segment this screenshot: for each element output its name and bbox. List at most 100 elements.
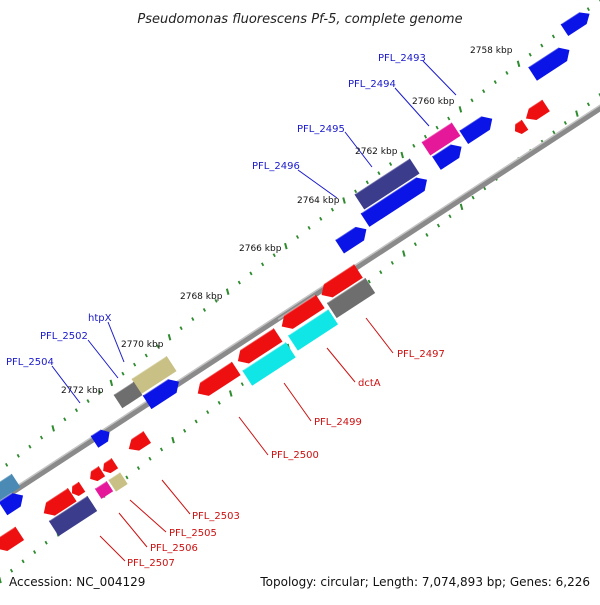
leader-line [422, 60, 457, 96]
lower-scale-tick [379, 270, 383, 275]
lower-scale-tick [33, 550, 37, 554]
upper-scale-tick [272, 253, 276, 258]
lower-scale-tick [240, 382, 244, 387]
upper-scale-tick [551, 34, 556, 39]
leader-line [297, 169, 338, 199]
upper-scale-tick [39, 435, 44, 440]
upper-scale-tick [214, 298, 218, 303]
lower-scale-tick [575, 110, 579, 117]
gene-label-reverse[interactable]: PFL_2506 [150, 543, 198, 554]
gene-box-khaki-shade [108, 472, 120, 481]
gene-arrow-red [128, 431, 152, 451]
gene-arrow-red [43, 488, 77, 516]
lower-scale-tick [21, 559, 25, 564]
gene-arrow-blue [459, 116, 493, 144]
gene-arrow-blue [560, 12, 590, 37]
gene-box-cyan-shade [288, 309, 328, 336]
tick-label: 2768 kbp [180, 292, 223, 302]
gene-label-reverse[interactable]: PFL_2503 [192, 511, 240, 522]
upper-scale-tick [133, 362, 137, 367]
gene-arrow-red [197, 361, 241, 396]
upper-scale-tick [225, 288, 230, 295]
gene-arrow-blue-shade [335, 226, 356, 241]
upper-scale-tick [191, 317, 195, 321]
gene-arrow-red-shade [100, 458, 112, 466]
gene-label-reverse[interactable]: PFL_2500 [271, 450, 319, 461]
gene-box-navy [48, 495, 98, 537]
gene-arrow-red-shade [277, 294, 316, 320]
leader-line [326, 347, 356, 383]
upper-scale-tick [28, 444, 32, 449]
lower-scale-tick [459, 203, 464, 211]
gene-label-forward[interactable]: PFL_2495 [297, 124, 345, 135]
lower-scale-tick [9, 568, 14, 573]
gene-label-reverse[interactable]: PFL_2505 [169, 528, 217, 539]
upper-scale-tick [528, 52, 532, 57]
gene-box-khaki-shade [131, 355, 167, 380]
gene-arrow-red [0, 526, 25, 551]
gene-label-reverse[interactable]: PFL_2499 [314, 417, 362, 428]
gene-label-reverse[interactable]: PFL_2497 [397, 349, 445, 360]
leader-line [107, 321, 125, 363]
leader-line [51, 365, 81, 404]
gene-arrow-red-shade [522, 99, 542, 113]
gene-label-reverse[interactable]: dctA [358, 378, 381, 389]
upper-scale-tick [435, 125, 439, 130]
lower-scale-tick [367, 279, 371, 284]
lower-scale-tick [598, 93, 600, 97]
gene-label-forward[interactable]: PFL_2493 [378, 53, 426, 64]
lower-scale-tick [0, 576, 2, 584]
upper-scale-tick [458, 106, 463, 113]
gene-arrow-red [90, 466, 106, 482]
gene-arrow-red-shade [512, 119, 522, 127]
gene-arrow-red [321, 264, 363, 298]
gene-label-forward[interactable]: PFL_2502 [40, 331, 88, 342]
gene-arrow-red [71, 481, 86, 497]
tick-label: 2766 kbp [239, 244, 282, 254]
leader-line [87, 339, 119, 379]
lower-scale-tick [425, 232, 429, 237]
upper-scale-tick [261, 262, 265, 267]
gene-label-forward[interactable]: PFL_2496 [252, 161, 300, 172]
gene-label-forward[interactable]: PFL_2504 [6, 357, 54, 368]
leader-line [129, 499, 167, 533]
upper-scale-tick [237, 280, 241, 285]
tick-label: 2760 kbp [412, 97, 455, 107]
gene-arrow-red [103, 458, 119, 474]
lower-scale-tick [552, 130, 556, 135]
gene-box-magenta-shade [421, 122, 452, 143]
upper-scale-tick [295, 235, 300, 239]
gene-box-steel [0, 473, 21, 501]
upper-scale-tick [86, 399, 90, 404]
lower-scale-tick [229, 390, 233, 397]
gene-arrow-red [514, 119, 529, 135]
gene-arrow-red [237, 328, 283, 364]
upper-scale-tick [121, 371, 125, 376]
gene-arrow-red [525, 99, 550, 121]
leader-line [365, 317, 394, 354]
gene-labels: PFL_2493PFL_2494PFL_2495PFL_2496htpXPFL_… [6, 53, 445, 569]
gene-features [0, 11, 590, 551]
gene-label-reverse[interactable]: PFL_2507 [127, 558, 175, 569]
gene-box-gray [113, 381, 143, 409]
gene-arrow-blue-shade [561, 11, 580, 25]
lower-scale-tick [563, 121, 567, 125]
gene-arrow-red [281, 294, 325, 329]
upper-scale-tick [412, 143, 416, 148]
gene-box-gray-shade [327, 277, 365, 304]
lower-scale-tick [436, 223, 441, 228]
gene-arrow-blue-shade [91, 429, 101, 437]
gene-label-forward[interactable]: PFL_2494 [348, 79, 396, 90]
gene-label-forward[interactable]: htpX [88, 313, 112, 324]
gene-arrow-blue [432, 144, 462, 170]
leader-line [99, 535, 126, 562]
lower-scale-tick [159, 447, 164, 452]
tick-labels: 2758 kbp 2760 kbp 2762 kbp 2764 kbp 2766 kbp… [61, 46, 513, 396]
upper-scale-tick [540, 43, 544, 48]
leader-line [283, 382, 312, 422]
upper-scale-tick [284, 242, 288, 250]
upper-scale-tick [354, 189, 358, 194]
upper-scale-tick [249, 271, 253, 276]
upper-scale-tick [307, 225, 311, 230]
